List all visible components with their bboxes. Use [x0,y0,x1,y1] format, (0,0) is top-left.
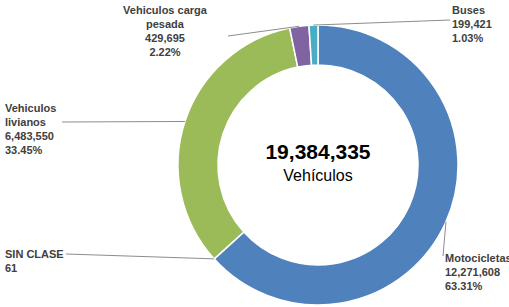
html-text:Vehículos: Vehículos [283,167,353,184]
svg-text:Vehiculos cargapesada429,6952.: Vehiculos cargapesada429,6952.22% [123,4,208,58]
svg-text:SIN CLASE61: SIN CLASE61 [8,248,64,274]
svg-text:Buses199,4211.03%: Buses199,4211.03% [452,4,492,44]
html-text:19,384,335: 19,384,335 [265,140,371,163]
svg-text:Vehiculoslivianos6,483,55033.4: Vehiculoslivianos6,483,55033.45% [8,102,56,156]
svg-text:Motocicletas12,271,60863.31%: Motocicletas12,271,60863.31% [445,252,501,292]
